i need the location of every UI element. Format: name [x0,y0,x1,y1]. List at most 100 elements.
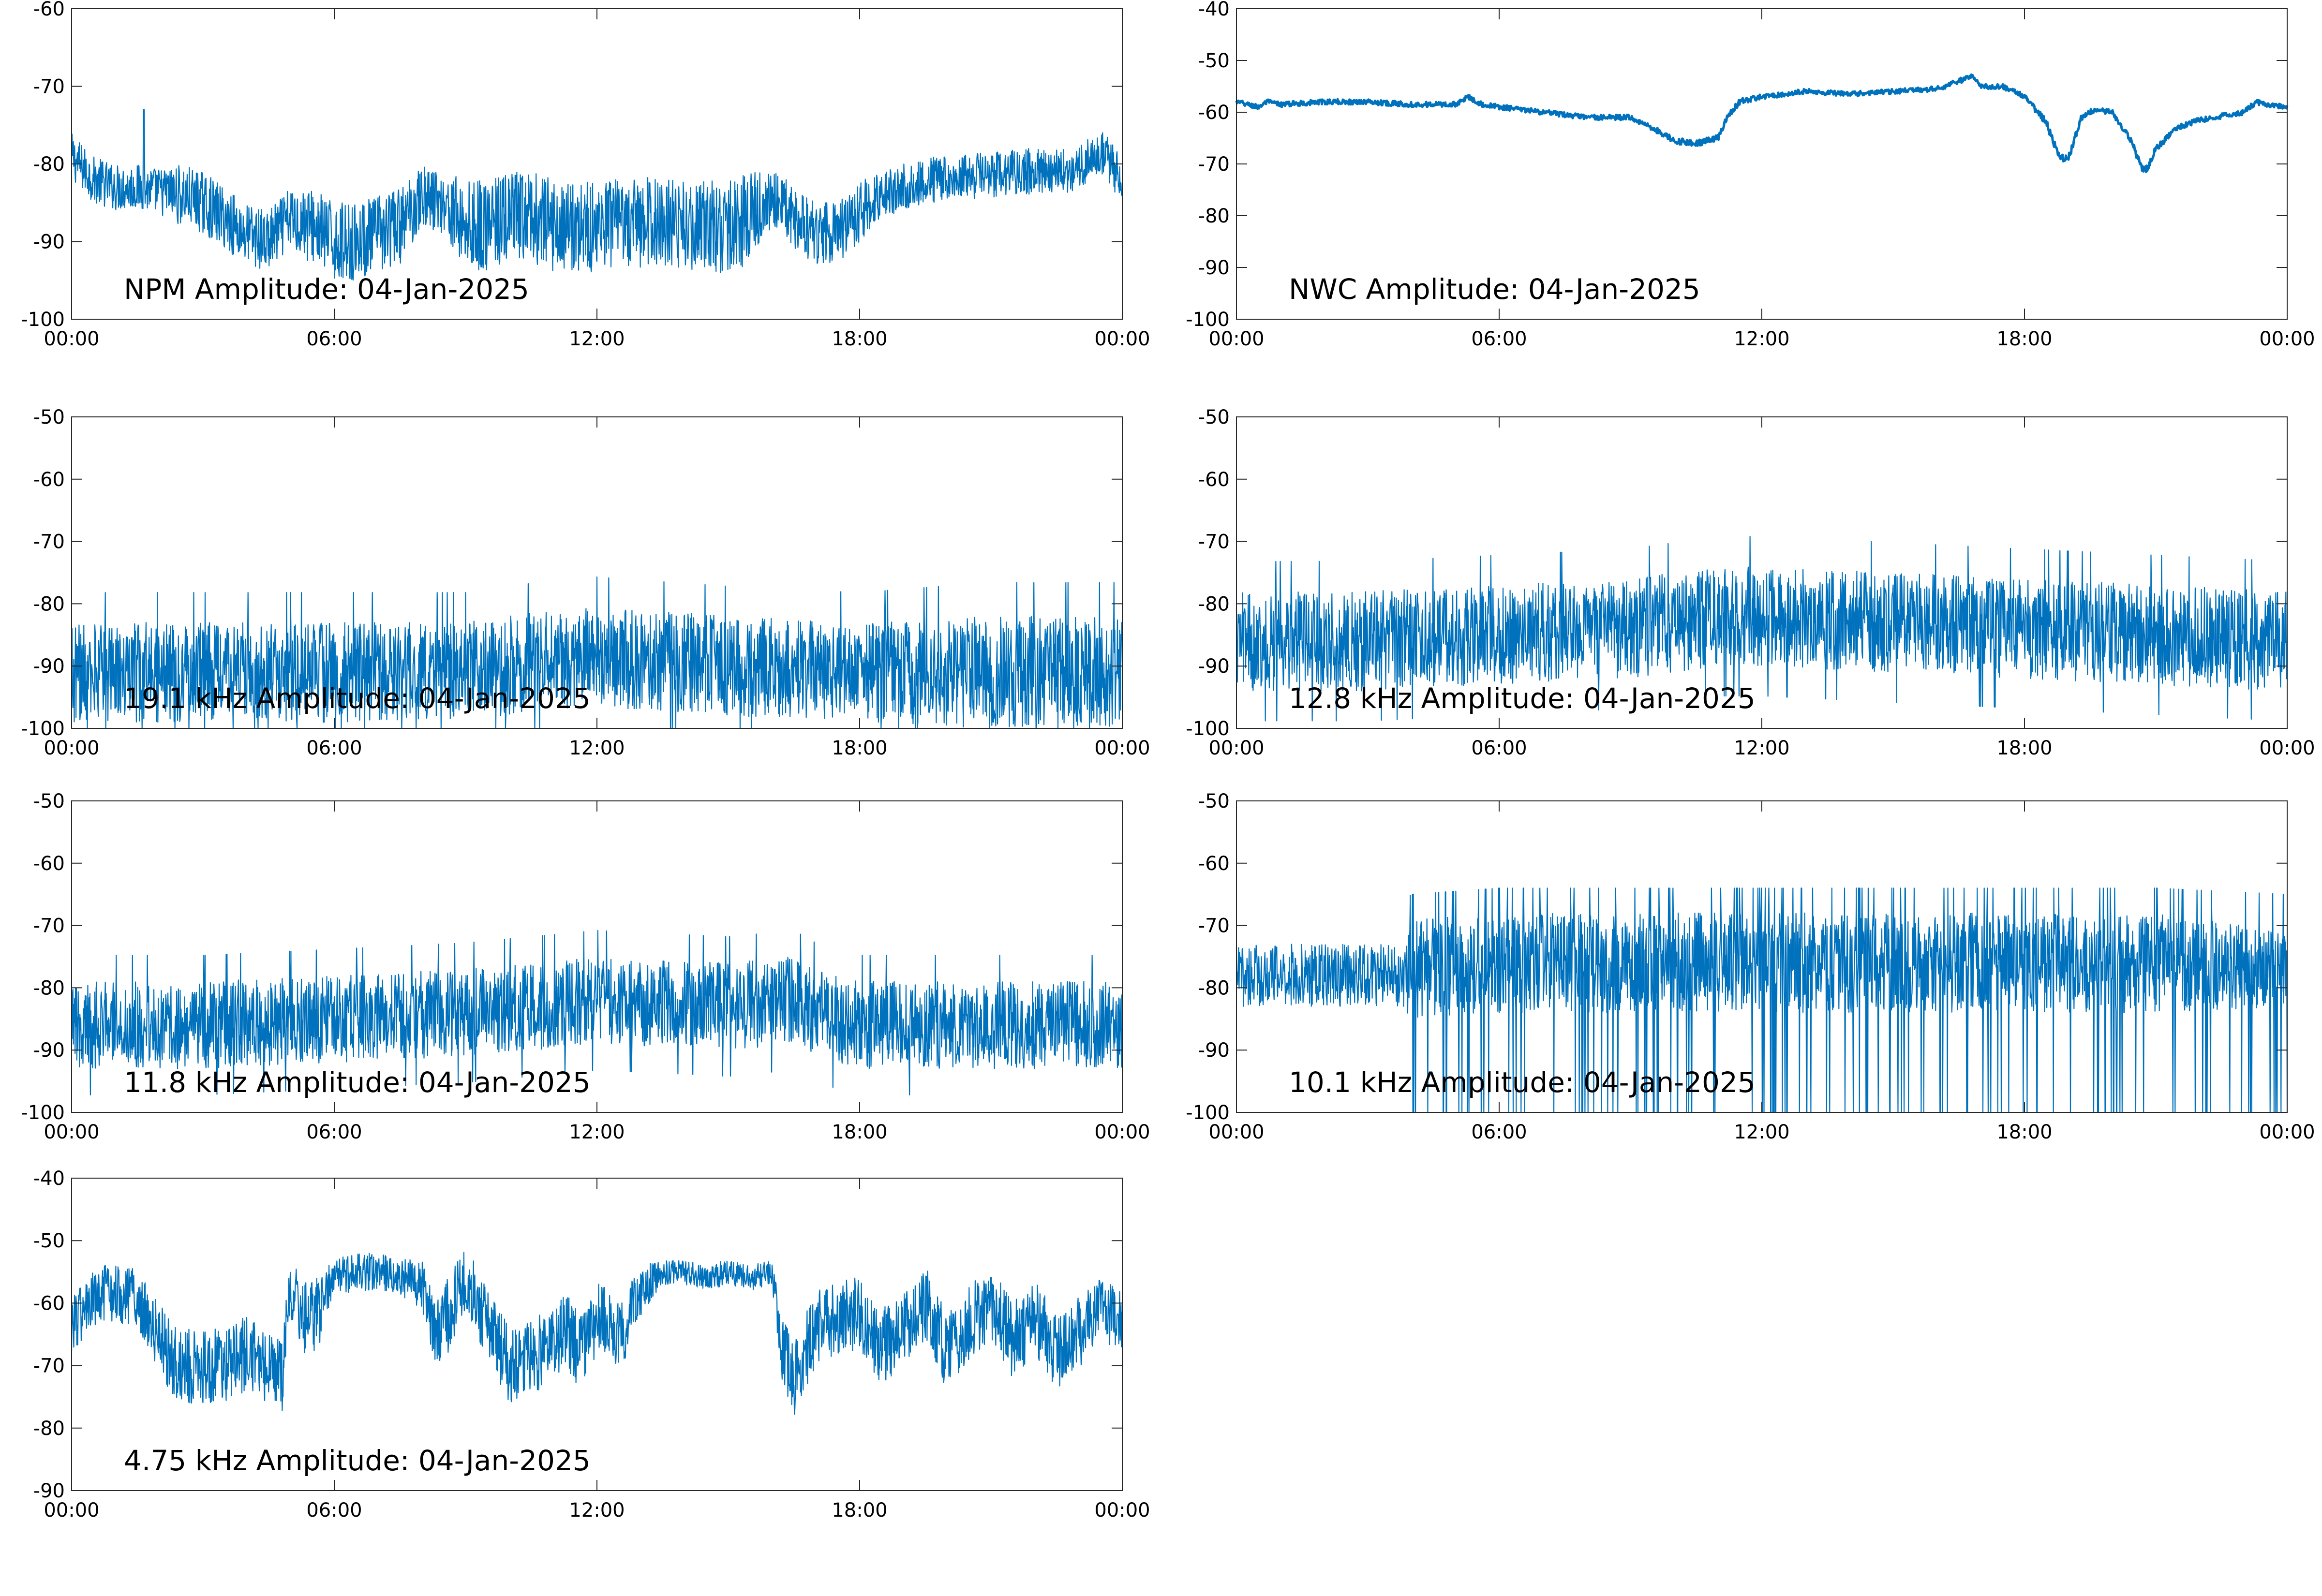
x-tick-label: 00:00 [44,328,99,350]
nwc-panel-title: NWC Amplitude: 04-Jan-2025 [1289,273,1700,306]
11-8-khz-ticks: 00:00 06:00 12:00 18:00 00:00 -50 -60 -70 -80 -90… [21,790,1150,1143]
signal-line [1235,536,2288,722]
signal-line [1235,73,2289,174]
x-tick-label: 06:00 [1471,328,1527,350]
panel-npm-amplitude: 00:00 06:00 12:00 18:00 00:00 -60 -70 -80 -90 -10… [21,0,1150,350]
y-tick-label: -50 [33,406,65,429]
12-8-khz-ticks: 00:00 06:00 12:00 18:00 00:00 -50 -60 -70 -80 -90… [1186,406,2315,759]
10-1-khz-signal-trace [1235,887,2288,1113]
4-75-khz-panel-title: 4.75 kHz Amplitude: 04-Jan-2025 [124,1444,591,1477]
4-75-khz-signal-trace [71,1252,1123,1415]
panel-10-1-khz-amplitude: 00:00 06:00 12:00 18:00 00:00 -50 -60 -70 -80 -90… [1186,790,2315,1143]
y-tick-label: -90 [33,231,65,253]
y-tick-label: -100 [1186,309,1230,331]
4-75-khz-ticks: 00:00 06:00 12:00 18:00 00:00 -40 -50 -60 -70 -80… [33,1167,1150,1522]
nwc-ticks: 00:00 06:00 12:00 18:00 00:00 -40 -50 -60 -70 -80… [1186,0,2315,350]
x-tick-label: 00:00 [1094,1121,1150,1143]
19-1-khz-panel-title: 19.1 kHz Amplitude: 04-Jan-2025 [124,682,591,715]
y-tick-label: -60 [33,1292,65,1315]
nwc-signal-trace [1235,73,2289,174]
y-tick-label: -60 [1198,853,1230,875]
y-tick-label: -60 [33,469,65,491]
x-tick-label: 12:00 [569,737,625,759]
npm-ticks: 00:00 06:00 12:00 18:00 00:00 -60 -70 -80 -90 -10… [21,0,1150,350]
y-tick-label: -50 [1198,406,1230,429]
19-1-khz-ticks: 00:00 06:00 12:00 18:00 00:00 -50 -60 -70 -80 -90… [21,406,1150,759]
y-tick-label: -70 [33,76,65,98]
y-tick-label: -90 [1198,257,1230,279]
y-tick-label: -50 [1198,50,1230,72]
panel-12-8-khz-amplitude: 00:00 06:00 12:00 18:00 00:00 -50 -60 -70 -80 -90… [1186,406,2315,759]
x-tick-label: 00:00 [1208,1121,1264,1143]
x-tick-label: 12:00 [1734,737,1789,759]
y-tick-label: -100 [21,1102,65,1124]
signal-line [71,1252,1123,1415]
panel-4-75-khz-amplitude: 00:00 06:00 12:00 18:00 00:00 -40 -50 -60 -70 -80… [33,1167,1150,1522]
x-tick-label: 12:00 [1734,328,1789,350]
x-tick-label: 06:00 [306,1121,362,1143]
x-tick-label: 00:00 [1094,737,1150,759]
y-tick-label: -80 [1198,593,1230,615]
x-tick-label: 06:00 [306,1499,362,1522]
panel-11-8-khz-amplitude: 00:00 06:00 12:00 18:00 00:00 -50 -60 -70 -80 -90… [21,790,1150,1143]
x-tick-label: 12:00 [569,1499,625,1522]
y-tick-label: -70 [33,915,65,937]
11-8-khz-panel-title: 11.8 kHz Amplitude: 04-Jan-2025 [124,1066,591,1099]
y-tick-label: -90 [33,1039,65,1062]
x-tick-label: 18:00 [1996,737,2052,759]
x-tick-label: 12:00 [569,328,625,350]
x-tick-label: 18:00 [1996,1121,2052,1143]
y-tick-label: -100 [1186,1102,1230,1124]
y-tick-label: -90 [1198,655,1230,678]
x-tick-label: 00:00 [1208,328,1264,350]
y-tick-label: -60 [1198,469,1230,491]
x-tick-label: 18:00 [832,1499,887,1522]
y-tick-label: -80 [33,153,65,176]
y-tick-label: -70 [1198,531,1230,553]
19-1-khz-signal-trace [71,576,1123,729]
y-tick-label: -70 [33,531,65,553]
x-tick-label: 06:00 [306,737,362,759]
npm-signal-trace [71,109,1123,281]
y-tick-label: -80 [33,593,65,615]
x-tick-label: 00:00 [44,737,99,759]
10-1-khz-panel-title: 10.1 kHz Amplitude: 04-Jan-2025 [1289,1066,1756,1099]
signal-line [71,930,1123,1095]
10-1-khz-ticks: 00:00 06:00 12:00 18:00 00:00 -50 -60 -70 -80 -90… [1186,790,2315,1143]
signal-line [71,576,1123,729]
x-tick-label: 18:00 [832,737,887,759]
panel-nwc-amplitude: 00:00 06:00 12:00 18:00 00:00 -40 -50 -60 -70 -80… [1186,0,2315,350]
x-tick-label: 12:00 [569,1121,625,1143]
x-tick-label: 06:00 [306,328,362,350]
y-tick-label: -60 [33,0,65,20]
y-tick-label: -70 [1198,153,1230,176]
x-tick-label: 06:00 [1471,1121,1527,1143]
12-8-khz-signal-trace [1235,536,2288,722]
11-8-khz-signal-trace [71,930,1123,1095]
x-tick-label: 00:00 [2259,328,2315,350]
x-tick-label: 18:00 [1996,328,2052,350]
y-tick-label: -70 [1198,915,1230,937]
y-tick-label: -40 [33,1167,65,1190]
x-tick-label: 00:00 [2259,1121,2315,1143]
x-tick-label: 00:00 [2259,737,2315,759]
x-tick-label: 00:00 [44,1121,99,1143]
y-tick-label: -80 [1198,977,1230,999]
x-tick-label: 18:00 [832,328,887,350]
12-8-khz-panel-title: 12.8 kHz Amplitude: 04-Jan-2025 [1289,682,1756,715]
signal-line [71,109,1123,281]
x-tick-label: 18:00 [832,1121,887,1143]
signal-line [1235,887,2288,1113]
npm-panel-title: NPM Amplitude: 04-Jan-2025 [124,273,529,306]
y-tick-label: -80 [33,977,65,999]
y-tick-label: -70 [33,1355,65,1377]
panel-19-1-khz-amplitude: 00:00 06:00 12:00 18:00 00:00 -50 -60 -70 -80 -90… [21,406,1150,759]
x-tick-label: 12:00 [1734,1121,1789,1143]
x-tick-label: 00:00 [1094,328,1150,350]
y-tick-label: -90 [33,655,65,678]
y-tick-label: -60 [33,853,65,875]
y-tick-label: -50 [1198,790,1230,813]
y-tick-label: -100 [21,309,65,331]
y-tick-label: -40 [1198,0,1230,20]
